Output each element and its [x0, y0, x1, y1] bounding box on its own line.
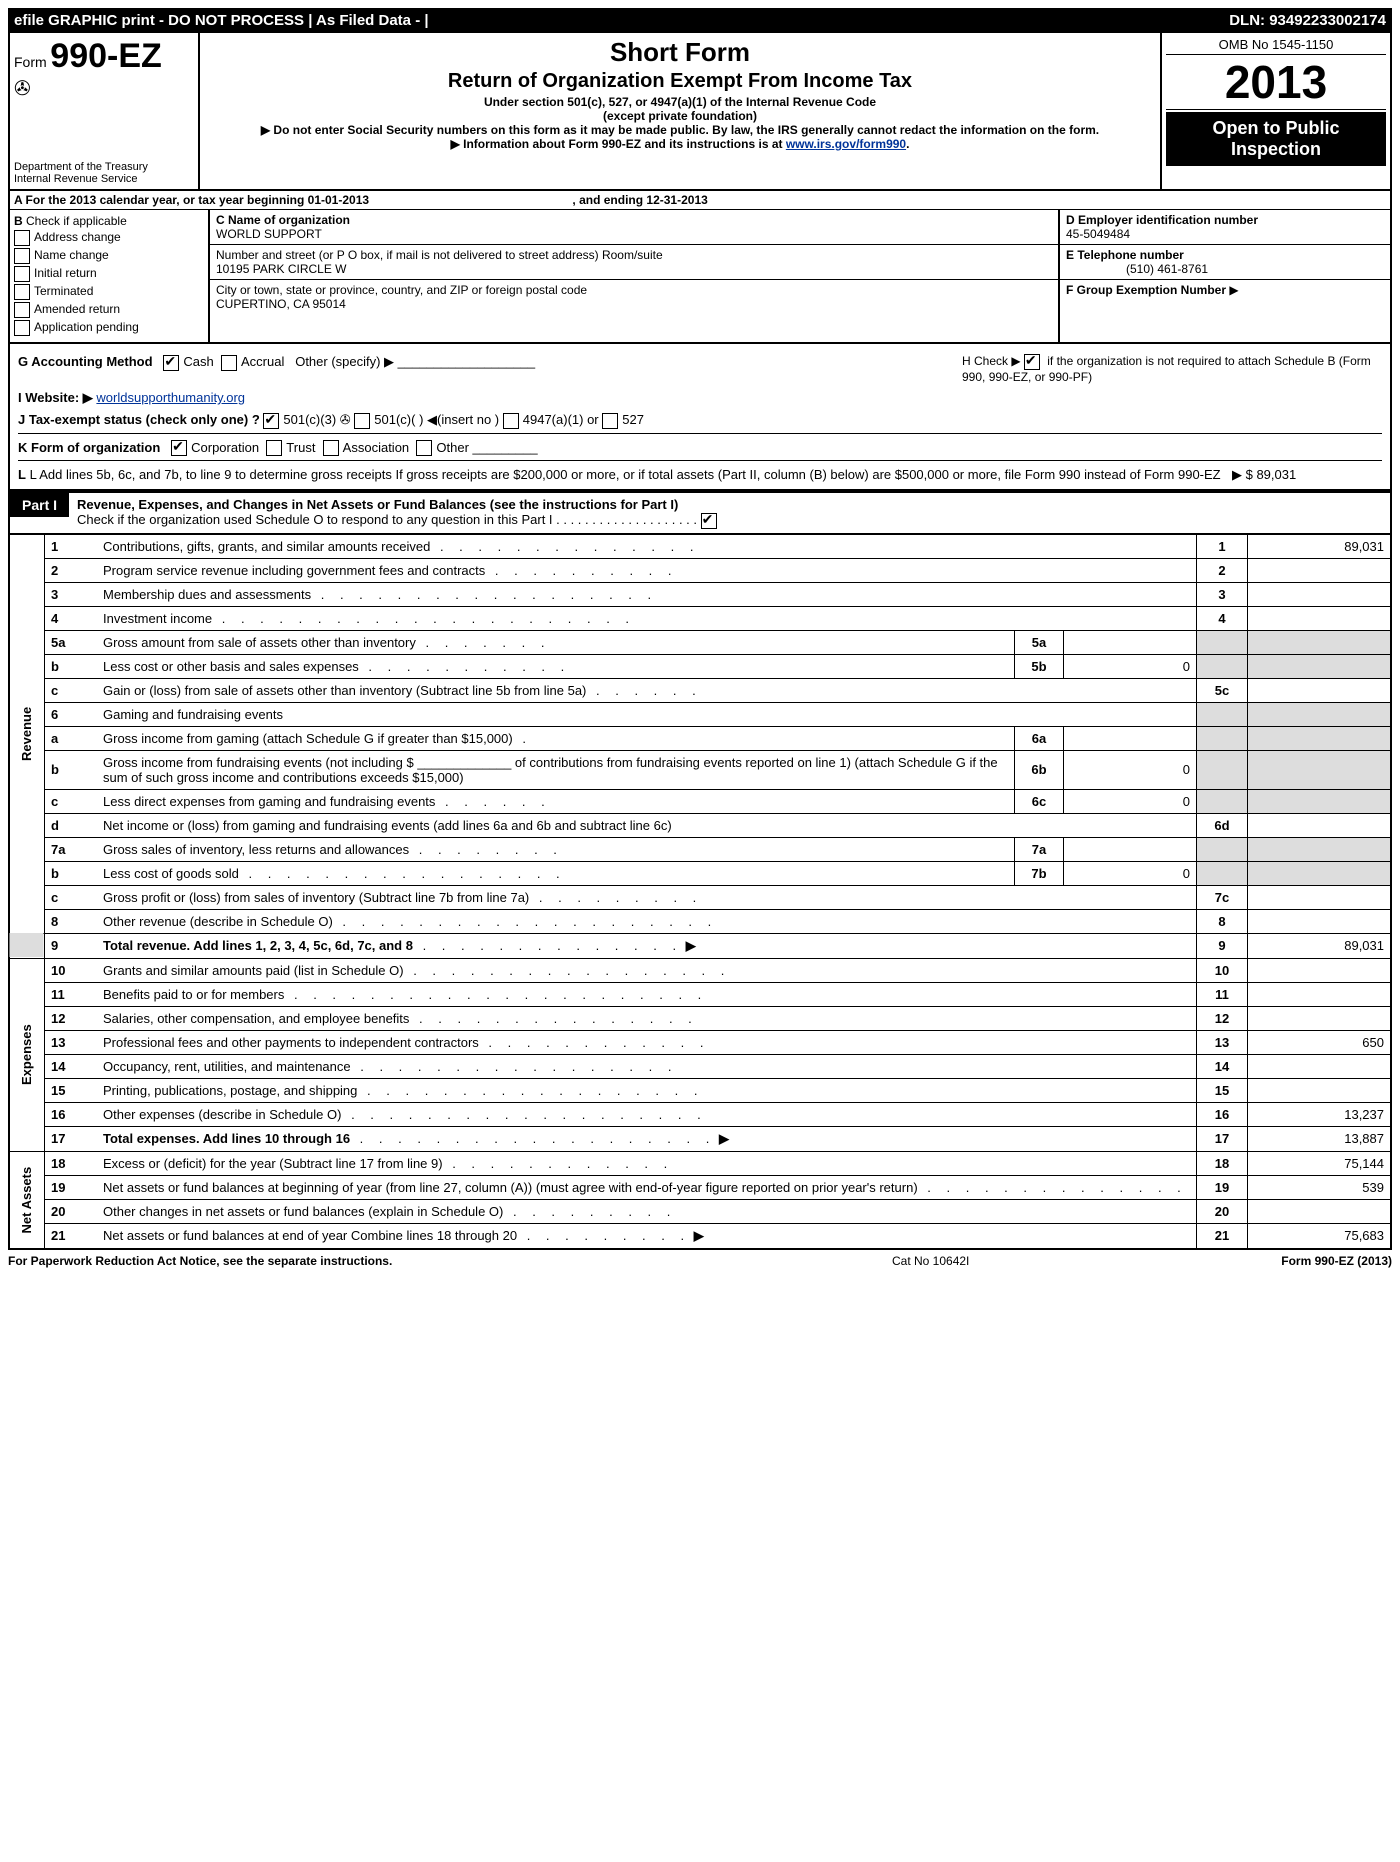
- amt-line-21: 75,683: [1248, 1223, 1392, 1249]
- amt-line-9: 89,031: [1248, 933, 1392, 958]
- amt-line-3: [1248, 582, 1392, 606]
- col-b-checkboxes: B Check if applicable Address change Nam…: [10, 210, 210, 342]
- subtitle-except: (except private foundation): [208, 109, 1152, 123]
- cell-address: Number and street (or P O box, if mail i…: [210, 245, 1058, 280]
- part-1-header: Part I Revenue, Expenses, and Changes in…: [8, 491, 1392, 534]
- amt-line-5b: 0: [1064, 654, 1197, 678]
- side-label-expenses: Expenses: [9, 958, 45, 1151]
- chk-527[interactable]: [602, 413, 618, 429]
- omb-number: OMB No 1545-1150: [1166, 37, 1386, 55]
- line-g-accounting: G Accounting Method Cash Accrual Other (…: [18, 354, 962, 384]
- amt-line-7c: [1248, 885, 1392, 909]
- chk-address-change[interactable]: Address change: [14, 230, 204, 246]
- part-1-title: Revenue, Expenses, and Changes in Net As…: [69, 493, 1390, 533]
- amt-line-15: [1248, 1078, 1392, 1102]
- subtitle-code: Under section 501(c), 527, or 4947(a)(1)…: [208, 95, 1152, 109]
- chk-501c[interactable]: [354, 413, 370, 429]
- amt-line-8: [1248, 909, 1392, 933]
- chk-amended-return[interactable]: Amended return: [14, 302, 204, 318]
- chk-trust[interactable]: [266, 440, 282, 456]
- chk-other-org[interactable]: [416, 440, 432, 456]
- cell-ein: D Employer identification number 45-5049…: [1060, 210, 1390, 245]
- amt-line-5c: [1248, 678, 1392, 702]
- amt-line-4: [1248, 606, 1392, 630]
- amt-line-16: 13,237: [1248, 1102, 1392, 1126]
- chk-501c3[interactable]: [263, 413, 279, 429]
- amt-line-17: 13,887: [1248, 1126, 1392, 1151]
- header-right: OMB No 1545-1150 2013 Open to Public Ins…: [1162, 33, 1390, 189]
- header-mid: Short Form Return of Organization Exempt…: [200, 33, 1162, 189]
- part-1-label: Part I: [10, 493, 69, 517]
- amt-line-10: [1248, 958, 1392, 982]
- amt-line-20: [1248, 1199, 1392, 1223]
- dept-irs: Internal Revenue Service: [14, 173, 194, 185]
- cell-org-name: C Name of organization WORLD SUPPORT: [210, 210, 1058, 245]
- cell-phone: E Telephone number (510) 461-8761: [1060, 245, 1390, 280]
- amt-line-2: [1248, 558, 1392, 582]
- side-label-net-assets: Net Assets: [9, 1151, 45, 1249]
- amt-line-11: [1248, 982, 1392, 1006]
- amt-line-18: 75,144: [1248, 1151, 1392, 1175]
- side-label-revenue: Revenue: [9, 534, 45, 933]
- link-website[interactable]: worldsupporthumanity.org: [96, 390, 245, 405]
- block-b-thru-f: B Check if applicable Address change Nam…: [8, 210, 1392, 344]
- line-a-tax-year: A For the 2013 calendar year, or tax yea…: [8, 191, 1392, 210]
- amt-line-7a: [1064, 837, 1197, 861]
- amt-line-6a: [1064, 726, 1197, 750]
- amt-line-6c: 0: [1064, 789, 1197, 813]
- footer-form-rev: Form 990-EZ (2013): [1192, 1254, 1392, 1268]
- chk-name-change[interactable]: Name change: [14, 248, 204, 264]
- amt-line-12: [1248, 1006, 1392, 1030]
- chk-initial-return[interactable]: Initial return: [14, 266, 204, 282]
- link-irs-form990[interactable]: www.irs.gov/form990: [786, 137, 906, 151]
- amt-line-7b: 0: [1064, 861, 1197, 885]
- chk-4947a1[interactable]: [503, 413, 519, 429]
- amt-line-14: [1248, 1054, 1392, 1078]
- chk-corporation[interactable]: [171, 440, 187, 456]
- chk-accrual[interactable]: [221, 355, 237, 371]
- col-c-org-info: C Name of organization WORLD SUPPORT Num…: [210, 210, 1060, 342]
- topbar-left: efile GRAPHIC print - DO NOT PROCESS | A…: [14, 12, 1229, 29]
- form-prefix: Form: [14, 54, 47, 70]
- header-left: Form 990-EZ ✇ Department of the Treasury…: [10, 33, 200, 189]
- form-header: Form 990-EZ ✇ Department of the Treasury…: [8, 33, 1392, 191]
- chk-association[interactable]: [323, 440, 339, 456]
- efile-topbar: efile GRAPHIC print - DO NOT PROCESS | A…: [8, 8, 1392, 33]
- chk-schedule-o-part1[interactable]: [701, 513, 717, 529]
- note-info: ▶ Information about Form 990-EZ and its …: [208, 137, 1152, 151]
- amt-line-5a: [1064, 630, 1197, 654]
- page-footer: For Paperwork Reduction Act Notice, see …: [8, 1250, 1392, 1272]
- line-k-form-org: K Form of organization Corporation Trust…: [18, 440, 1382, 462]
- chk-cash[interactable]: [163, 355, 179, 371]
- amt-line-6b: 0: [1064, 750, 1197, 789]
- line-h-schedule-b: H Check ▶ if the organization is not req…: [962, 354, 1382, 384]
- chk-terminated[interactable]: Terminated: [14, 284, 204, 300]
- topbar-dln: DLN: 93492233002174: [1229, 12, 1386, 29]
- open-public-inspection: Open to Public Inspection: [1166, 112, 1386, 166]
- line-j-tax-exempt: J Tax-exempt status (check only one) ? 5…: [18, 412, 1382, 434]
- tax-year: 2013: [1166, 55, 1386, 110]
- line-i-website: I Website: ▶ worldsupporthumanity.org: [18, 390, 1382, 406]
- footer-paperwork: For Paperwork Reduction Act Notice, see …: [8, 1254, 892, 1268]
- chk-application-pending[interactable]: Application pending: [14, 320, 204, 336]
- title-short-form: Short Form: [208, 37, 1152, 68]
- form-number: 990-EZ: [50, 37, 162, 75]
- amt-line-1: 89,031: [1248, 534, 1392, 558]
- title-return: Return of Organization Exempt From Incom…: [208, 70, 1152, 93]
- cell-group-exemption: F Group Exemption Number ▶: [1060, 280, 1390, 300]
- amt-line-13: 650: [1248, 1030, 1392, 1054]
- lines-table: Revenue 1 Contributions, gifts, grants, …: [8, 534, 1392, 1250]
- block-g-thru-l: G Accounting Method Cash Accrual Other (…: [8, 344, 1392, 491]
- line-l-gross-receipts: L L Add lines 5b, 6c, and 7b, to line 9 …: [18, 467, 1382, 483]
- col-d-e-f: D Employer identification number 45-5049…: [1060, 210, 1390, 342]
- amt-line-19: 539: [1248, 1175, 1392, 1199]
- cell-city: City or town, state or province, country…: [210, 280, 1058, 314]
- amt-line-6d: [1248, 813, 1392, 837]
- note-ssn: ▶ Do not enter Social Security numbers o…: [208, 123, 1152, 137]
- line-l-amount: ▶ $ 89,031: [1232, 467, 1382, 483]
- dept-treasury: Department of the Treasury: [14, 161, 194, 173]
- footer-cat-no: Cat No 10642I: [892, 1254, 1192, 1268]
- chk-sched-b-not-required[interactable]: [1024, 354, 1040, 370]
